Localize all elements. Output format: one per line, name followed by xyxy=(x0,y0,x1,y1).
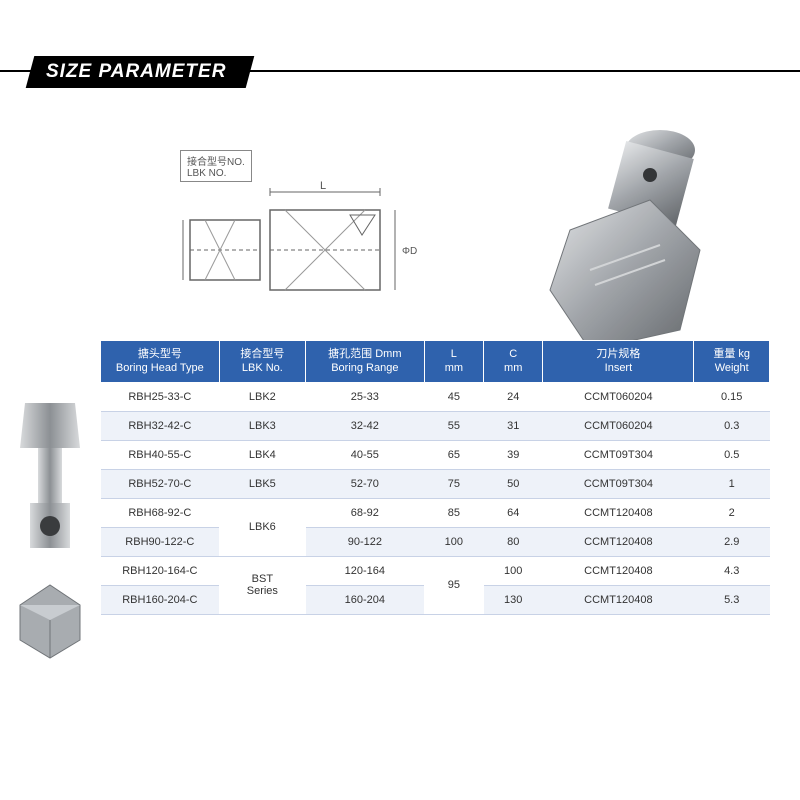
cell-type: RBH68-92-C xyxy=(101,498,220,527)
cell-l: 95 xyxy=(424,556,483,614)
cell-type: RBH25-33-C xyxy=(101,382,220,411)
cell-l: 75 xyxy=(424,469,483,498)
diagram-label-cn: 接合型号NO. xyxy=(187,157,245,168)
cell-c: 130 xyxy=(484,585,543,614)
cell-range: 120-164 xyxy=(306,556,425,585)
cell-c: 31 xyxy=(484,411,543,440)
cell-c: 50 xyxy=(484,469,543,498)
table-row: RBH90-122-C 90-122 100 80 CCMT120408 2.9 xyxy=(101,527,770,556)
section-title: SIZE PARAMETER xyxy=(26,56,255,88)
header-range: 搪孔范围 Dmm Boring Range xyxy=(306,341,425,383)
cell-type: RBH32-42-C xyxy=(101,411,220,440)
cell-weight: 0.5 xyxy=(694,440,770,469)
table-row: RBH68-92-C LBK6 68-92 85 64 CCMT120408 2 xyxy=(101,498,770,527)
side-tool-image-1 xyxy=(10,398,90,558)
cell-l: 45 xyxy=(424,382,483,411)
cell-weight: 0.15 xyxy=(694,382,770,411)
cell-weight: 2 xyxy=(694,498,770,527)
diagram-label-en: LBK NO. xyxy=(187,168,226,179)
cell-c: 24 xyxy=(484,382,543,411)
cell-l: 55 xyxy=(424,411,483,440)
header-l: L mm xyxy=(424,341,483,383)
cell-type: RBH160-204-C xyxy=(101,585,220,614)
cell-insert: CCMT120408 xyxy=(543,585,694,614)
side-tool-image-2 xyxy=(10,580,90,660)
table-body: RBH25-33-C LBK2 25-33 45 24 CCMT060204 0… xyxy=(101,382,770,614)
cell-insert: CCMT060204 xyxy=(543,411,694,440)
cell-weight: 1 xyxy=(694,469,770,498)
table-row: RBH40-55-C LBK4 40-55 65 39 CCMT09T304 0… xyxy=(101,440,770,469)
cell-lbk: LBK2 xyxy=(219,382,305,411)
schematic-drawing: L Φ C ΦD xyxy=(180,180,440,320)
cell-range: 90-122 xyxy=(306,527,425,556)
cell-lbk: LBK3 xyxy=(219,411,305,440)
spec-table: 搪头型号 Boring Head Type 接合型号 LBK No. 搪孔范围 … xyxy=(100,340,770,615)
cell-c: 39 xyxy=(484,440,543,469)
dim-L: L xyxy=(320,180,326,192)
cell-insert: CCMT09T304 xyxy=(543,440,694,469)
header-weight: 重量 kg Weight xyxy=(694,341,770,383)
header-insert: 刀片规格 Insert xyxy=(543,341,694,383)
section-title-text: SIZE PARAMETER xyxy=(46,61,226,83)
product-photo xyxy=(500,110,740,370)
cell-lbk: BST Series xyxy=(219,556,305,614)
cell-insert: CCMT09T304 xyxy=(543,469,694,498)
cell-c: 64 xyxy=(484,498,543,527)
cell-weight: 4.3 xyxy=(694,556,770,585)
table-header: 搪头型号 Boring Head Type 接合型号 LBK No. 搪孔范围 … xyxy=(101,341,770,383)
cell-insert: CCMT120408 xyxy=(543,527,694,556)
cell-lbk: LBK4 xyxy=(219,440,305,469)
cell-type: RBH120-164-C xyxy=(101,556,220,585)
cell-type: RBH40-55-C xyxy=(101,440,220,469)
cell-type: RBH52-70-C xyxy=(101,469,220,498)
cell-insert: CCMT120408 xyxy=(543,498,694,527)
cell-c: 80 xyxy=(484,527,543,556)
cell-range: 68-92 xyxy=(306,498,425,527)
cell-type: RBH90-122-C xyxy=(101,527,220,556)
title-banner: SIZE PARAMETER xyxy=(0,70,800,72)
header-lbk: 接合型号 LBK No. xyxy=(219,341,305,383)
cell-l: 85 xyxy=(424,498,483,527)
table-row: RBH25-33-C LBK2 25-33 45 24 CCMT060204 0… xyxy=(101,382,770,411)
table-row: RBH32-42-C LBK3 32-42 55 31 CCMT060204 0… xyxy=(101,411,770,440)
cell-l: 100 xyxy=(424,527,483,556)
table-row: RBH120-164-C BST Series 120-164 95 100 C… xyxy=(101,556,770,585)
cell-c: 100 xyxy=(484,556,543,585)
cell-weight: 0.3 xyxy=(694,411,770,440)
cell-weight: 2.9 xyxy=(694,527,770,556)
technical-diagram: 接合型号NO. LBK NO. L Φ C ΦD xyxy=(180,150,460,320)
diagram-lbk-label: 接合型号NO. LBK NO. xyxy=(180,150,252,182)
cell-weight: 5.3 xyxy=(694,585,770,614)
header-c: C mm xyxy=(484,341,543,383)
cell-insert: CCMT120408 xyxy=(543,556,694,585)
cell-range: 40-55 xyxy=(306,440,425,469)
cell-lbk: LBK5 xyxy=(219,469,305,498)
cell-l: 65 xyxy=(424,440,483,469)
svg-text:ΦD: ΦD xyxy=(402,246,417,257)
cell-range: 32-42 xyxy=(306,411,425,440)
table-row: RBH52-70-C LBK5 52-70 75 50 CCMT09T304 1 xyxy=(101,469,770,498)
header-type: 搪头型号 Boring Head Type xyxy=(101,341,220,383)
cell-insert: CCMT060204 xyxy=(543,382,694,411)
cell-range: 52-70 xyxy=(306,469,425,498)
cell-range: 160-204 xyxy=(306,585,425,614)
cell-lbk: LBK6 xyxy=(219,498,305,556)
cell-range: 25-33 xyxy=(306,382,425,411)
